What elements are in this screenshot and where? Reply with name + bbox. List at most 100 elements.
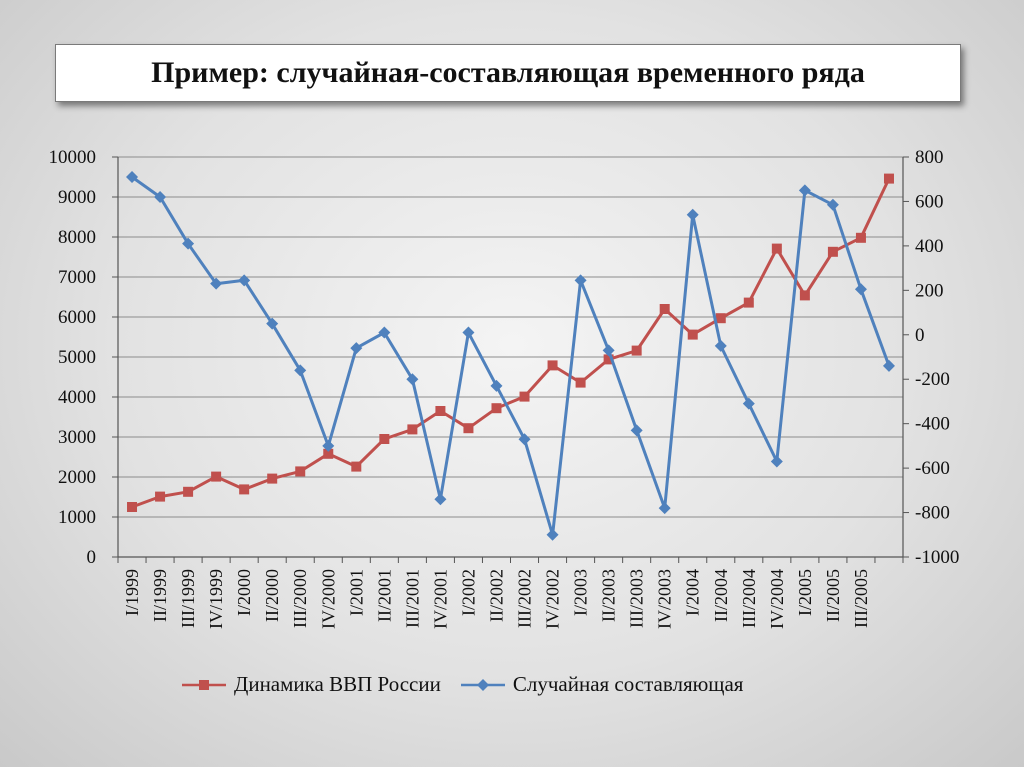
- point-gdp: [435, 406, 446, 416]
- point-gdp: [183, 486, 194, 497]
- x-axis-tick-label: III/1999: [178, 569, 198, 628]
- x-axis-tick-label: IV/1999: [206, 569, 226, 629]
- point-random: [686, 208, 699, 221]
- point-gdp: [323, 448, 334, 459]
- point-gdp: [547, 360, 558, 371]
- point-gdp: [491, 403, 502, 414]
- point-random: [462, 326, 475, 339]
- point-random: [210, 277, 223, 290]
- point-gdp: [799, 290, 810, 301]
- legend: Динамика ВВП России Случайная составляющ…: [180, 672, 761, 697]
- point-random: [266, 317, 279, 330]
- left-axis-tick-label: 10000: [49, 147, 97, 168]
- point-gdp: [743, 297, 754, 308]
- series-line-random: [131, 175, 891, 537]
- x-axis-tick-label: IV/2000: [318, 569, 338, 629]
- x-axis-tick-label: IV/2001: [430, 569, 450, 629]
- x-axis-tick-label: III/2001: [402, 569, 422, 628]
- right-axis-tick-label: 400: [915, 236, 944, 257]
- point-gdp: [771, 243, 782, 254]
- right-axis-tick-label: -200: [915, 369, 950, 390]
- x-axis-tick-label: IV/2002: [543, 569, 563, 629]
- x-axis-tick-label: II/2001: [374, 569, 394, 622]
- legend-item-random: Случайная составляющая: [459, 672, 744, 697]
- x-axis-tick-label: II/2005: [823, 569, 843, 622]
- x-axis-tick-label: II/1999: [150, 569, 170, 622]
- right-axis-tick-label: -1000: [915, 547, 959, 568]
- point-gdp: [379, 434, 390, 444]
- point-random: [798, 184, 811, 197]
- point-random: [658, 502, 671, 515]
- point-random: [238, 274, 251, 287]
- point-random: [490, 379, 503, 392]
- x-axis-tick-label: II/2004: [711, 569, 731, 622]
- right-axis-tick-label: 200: [915, 280, 944, 301]
- left-axis-tick-label: 2000: [58, 467, 96, 488]
- point-random: [546, 528, 559, 541]
- point-random: [714, 339, 727, 352]
- point-random: [434, 493, 447, 506]
- x-axis-tick-label: I/2001: [346, 569, 366, 616]
- point-random: [826, 198, 839, 211]
- point-gdp: [519, 391, 530, 402]
- x-axis-tick-label: III/2003: [627, 569, 647, 628]
- point-random: [350, 342, 363, 355]
- left-axis-tick-label: 5000: [58, 347, 96, 368]
- point-random: [322, 439, 335, 452]
- x-axis-tick-label: I/2004: [683, 569, 703, 616]
- x-axis-tick-label: III/2005: [851, 569, 871, 628]
- point-random: [154, 191, 167, 203]
- point-gdp: [267, 473, 278, 484]
- point-gdp: [127, 502, 138, 512]
- point-gdp: [855, 232, 866, 243]
- x-axis-tick-label: IV/2004: [767, 569, 787, 629]
- point-random: [378, 326, 391, 339]
- left-axis-tick-label: 9000: [58, 187, 96, 208]
- point-random: [882, 359, 895, 372]
- point-gdp: [883, 173, 894, 184]
- legend-random-marker: [460, 678, 505, 691]
- right-axis-tick-label: -600: [915, 458, 950, 479]
- point-random: [602, 344, 615, 357]
- x-axis-tick-label: III/2002: [515, 569, 535, 628]
- point-gdp: [155, 491, 166, 502]
- right-axis-tick-label: 0: [915, 325, 925, 346]
- chart-title: Пример: случайная-составляющая временног…: [151, 56, 865, 89]
- right-axis-tick-label: -800: [915, 503, 950, 524]
- legend-item-gdp: Динамика ВВП России: [180, 672, 441, 697]
- x-axis-tick-label: IV/2003: [655, 569, 675, 629]
- point-random: [574, 274, 587, 287]
- point-gdp: [211, 471, 222, 482]
- point-gdp: [351, 461, 362, 472]
- point-random: [518, 433, 531, 446]
- x-axis-tick-label: III/2000: [290, 569, 310, 628]
- x-axis-tick-label: I/2002: [458, 569, 478, 616]
- point-random: [126, 171, 139, 183]
- right-axis-tick-label: -400: [915, 414, 950, 435]
- title-box: Пример: случайная-составляющая временног…: [55, 44, 961, 102]
- point-random: [182, 237, 195, 250]
- point-random: [406, 373, 419, 386]
- point-gdp: [463, 423, 474, 434]
- legend-gdp-marker: [182, 679, 226, 690]
- left-axis-tick-label: 3000: [58, 427, 96, 448]
- x-axis-tick-label: II/2000: [262, 569, 282, 622]
- left-axis-tick-label: 0: [87, 547, 97, 568]
- point-gdp: [827, 246, 838, 257]
- point-gdp: [295, 466, 306, 477]
- left-axis-tick-label: 7000: [58, 267, 96, 288]
- left-axis-tick-label: 4000: [58, 387, 96, 408]
- series-line-gdp: [131, 177, 891, 509]
- legend-random-label: Случайная составляющая: [512, 672, 744, 696]
- x-axis-tick-label: I/2000: [234, 569, 254, 616]
- left-axis-tick-label: 6000: [58, 307, 96, 328]
- point-gdp: [631, 345, 642, 356]
- point-gdp: [575, 377, 586, 388]
- point-random: [294, 364, 307, 377]
- x-axis-tick-label: II/2003: [599, 569, 619, 622]
- point-gdp: [715, 313, 726, 324]
- point-gdp: [603, 354, 614, 365]
- x-axis-tick-label: I/2005: [795, 569, 815, 616]
- left-axis-tick-label: 8000: [58, 227, 96, 248]
